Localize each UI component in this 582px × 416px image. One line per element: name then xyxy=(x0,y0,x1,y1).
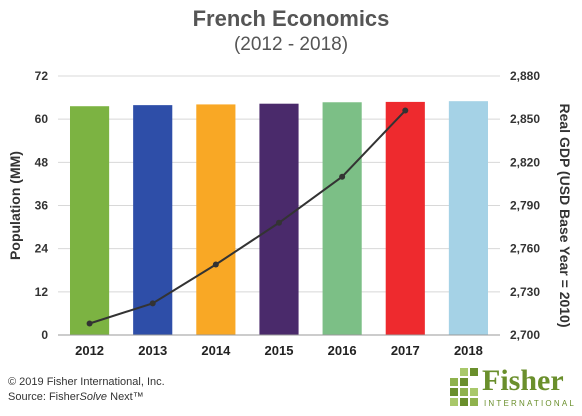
source-prefix: Source: Fisher xyxy=(8,391,80,403)
y-left-axis-title: Population (MM) xyxy=(7,151,23,260)
source-suffix: Next™ xyxy=(107,391,144,403)
logo-word: Fisher xyxy=(482,364,564,397)
y-right-tick-label: 2,760 xyxy=(510,242,540,256)
chart-canvas: 0 12 24 36 48 60 72 2,700 2,730 2,760 2,790 2,820 2,… xyxy=(7,69,573,358)
bar xyxy=(448,101,489,335)
fisher-logo: Fisher INTERNATIONAL xyxy=(448,366,578,414)
bar xyxy=(322,102,362,335)
x-tick-label: 2013 xyxy=(138,343,167,358)
bar xyxy=(259,103,299,335)
source-text: Source: FisherSolve Next™ xyxy=(8,391,144,403)
gdp-point xyxy=(86,320,93,327)
y-left-tick-label: 36 xyxy=(35,199,49,213)
gdp-point xyxy=(149,300,156,307)
gdp-point xyxy=(212,261,219,268)
chart-subtitle: (2012 - 2018) xyxy=(233,34,349,55)
bar xyxy=(133,105,173,335)
gdp-point xyxy=(402,107,409,114)
x-tick-label: 2012 xyxy=(75,343,104,358)
chart-title: French Economics xyxy=(192,6,390,31)
source-italic: Solve xyxy=(79,391,108,403)
gdp-point xyxy=(276,219,282,226)
bar xyxy=(196,104,236,335)
y-left-tick-label: 12 xyxy=(35,285,49,299)
y-left-tick-label: 24 xyxy=(35,242,49,256)
y-right-tick-label: 2,790 xyxy=(510,199,540,213)
y-right-tick-label: 2,880 xyxy=(510,69,540,83)
y-left-tick-label: 60 xyxy=(35,112,49,126)
y-left-tick-label: 0 xyxy=(41,328,48,342)
logo-mark-icon xyxy=(450,368,478,406)
x-tick-label: 2017 xyxy=(391,343,420,358)
x-tick-label: 2015 xyxy=(265,343,294,358)
x-tick-label: 2016 xyxy=(328,343,357,358)
x-tick-label: 2018 xyxy=(454,343,483,358)
y-left-tick-label: 72 xyxy=(35,69,49,83)
logo-subtitle: INTERNATIONAL xyxy=(484,399,577,408)
bar xyxy=(385,101,425,336)
copyright-text: © 2019 Fisher International, Inc. xyxy=(8,376,165,388)
y-right-tick-label: 2,730 xyxy=(510,285,540,299)
y-right-tick-label: 2,700 xyxy=(510,328,540,342)
gdp-point xyxy=(339,173,346,180)
y-right-tick-label: 2,820 xyxy=(510,155,540,169)
gdp-line xyxy=(89,109,407,325)
y-right-axis-title: Real GDP (USD Base Year = 2010) xyxy=(557,104,573,328)
x-tick-label: 2014 xyxy=(201,343,231,358)
bar xyxy=(69,106,110,335)
y-left-tick-label: 48 xyxy=(35,155,49,169)
y-right-tick-label: 2,850 xyxy=(510,112,540,126)
